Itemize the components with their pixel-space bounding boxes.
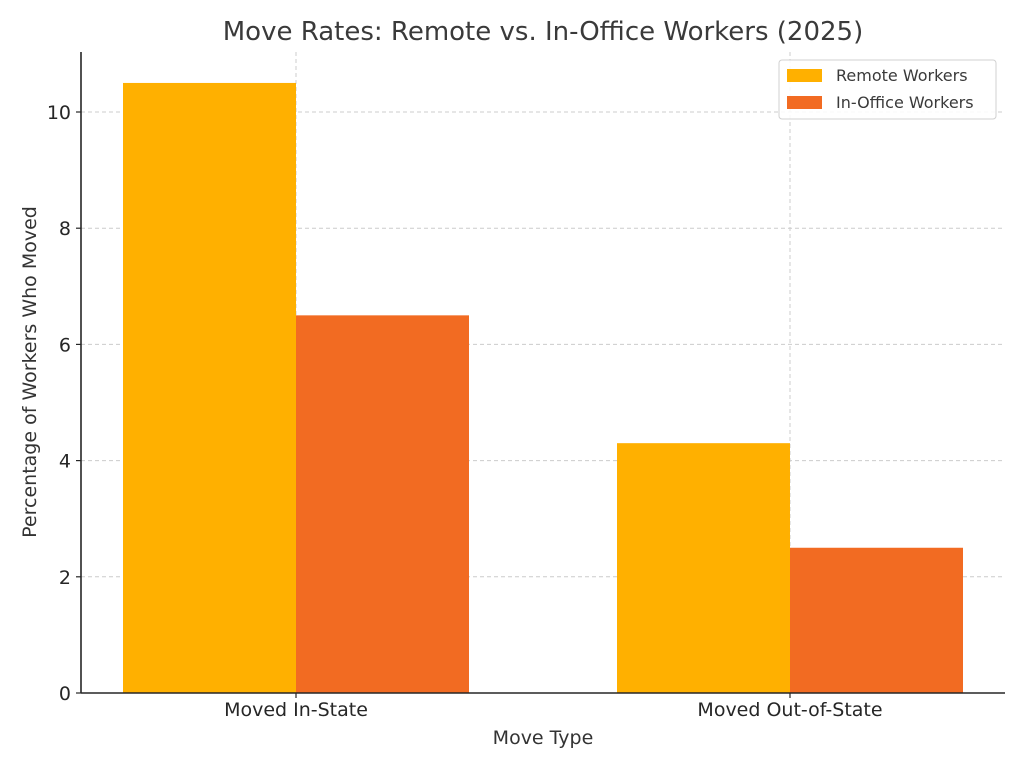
y-tick-label: 0 — [59, 683, 71, 705]
bar-remote-1 — [617, 443, 790, 693]
bars — [123, 82, 963, 693]
y-tick-label: 8 — [59, 218, 71, 240]
y-axis-label: Percentage of Workers Who Moved — [19, 206, 41, 538]
x-axis-label: Move Type — [493, 727, 594, 749]
bar-remote-0 — [123, 82, 296, 693]
x-tick-label: Moved Out-of-State — [697, 699, 882, 721]
y-tick-label: 4 — [59, 451, 71, 473]
legend-swatch-in-office — [787, 96, 822, 109]
y-tick-label: 2 — [59, 567, 71, 589]
y-tick-label: 10 — [47, 102, 71, 124]
x-tick-labels: Moved In-State Moved Out-of-State — [224, 693, 883, 721]
legend-label-remote: Remote Workers — [836, 66, 968, 85]
bar-in-office-0 — [296, 315, 469, 693]
chart-title: Move Rates: Remote vs. In-Office Workers… — [223, 17, 864, 47]
legend: Remote Workers In-Office Workers — [778, 59, 997, 120]
legend-swatch-remote — [787, 69, 822, 82]
x-tick-label: Moved In-State — [224, 699, 368, 721]
y-tick-labels: 0 2 4 6 8 10 — [47, 102, 81, 705]
legend-box — [778, 59, 997, 120]
bar-in-office-1 — [790, 547, 963, 693]
axes — [80, 52, 1005, 694]
legend-label-in-office: In-Office Workers — [836, 93, 974, 112]
y-tick-label: 6 — [59, 334, 71, 356]
